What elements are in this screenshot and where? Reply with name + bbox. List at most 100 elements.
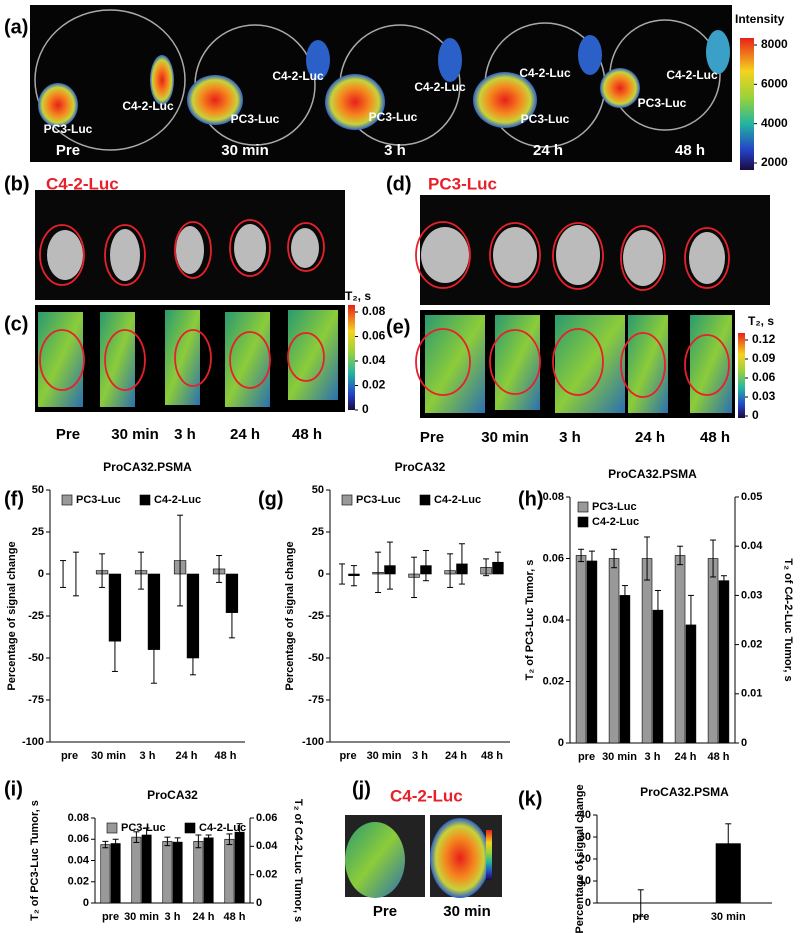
x-tick-label: pre	[632, 911, 649, 923]
time-label: 3 h	[384, 142, 406, 159]
panel-label: (a)	[4, 16, 28, 38]
legend-swatch	[139, 494, 151, 506]
chart-title: ProCA32.PSMA	[640, 785, 729, 799]
bar	[193, 841, 204, 904]
x-tick-label: 3 h	[140, 750, 156, 762]
y2-axis-label: T₂ of C4-2-Luc Tumor, s	[782, 558, 794, 681]
x-tick-label: 3 h	[645, 751, 661, 763]
x-tick-label: 48 h	[481, 750, 503, 762]
annotation: PC3-Luc	[369, 110, 418, 124]
legend-swatch	[106, 822, 118, 834]
y-axis-label: T₂ of PC3-Luc Tumor, s	[524, 560, 536, 681]
bar	[575, 555, 587, 744]
y-tick-label: 50	[32, 484, 44, 496]
time-label: Pre	[56, 426, 80, 443]
y2-tick-label: 0.02	[741, 639, 762, 651]
y-tick-label: 0	[38, 568, 44, 580]
x-tick-label: 24 h	[674, 751, 696, 763]
chart-title: ProCA32	[147, 788, 198, 802]
y-tick-label: 0.06	[543, 552, 564, 564]
panel-label: (j)	[352, 778, 371, 800]
legend-label: PC3-Luc	[592, 501, 637, 513]
time-label: 48 h	[675, 142, 705, 159]
legend-label: C4-2-Luc	[154, 494, 201, 506]
y-tick-label: 20	[579, 853, 591, 865]
panel-title: C4-2-Luc	[390, 786, 463, 805]
legend-label: PC3-Luc	[356, 494, 401, 506]
y2-tick-label: 0.06	[256, 812, 277, 824]
chart-title: ProCA32.PSMA	[103, 460, 192, 474]
legend-swatch	[577, 516, 589, 528]
y-tick-label: 0.06	[68, 833, 89, 845]
y-tick-label: 30	[579, 831, 591, 843]
x-tick-label: 30 min	[367, 750, 402, 762]
legend-label: C4-2-Luc	[199, 822, 246, 834]
overlay-signal	[430, 818, 490, 898]
legend-label: PC3-Luc	[76, 494, 121, 506]
colorbar	[486, 830, 492, 880]
bar	[162, 841, 173, 904]
colorbar-tick-label: 0.06	[362, 329, 386, 343]
bar	[641, 558, 653, 744]
colorbar-title: T₂, s	[748, 314, 774, 328]
bar	[203, 837, 214, 904]
time-label: 30 min	[481, 429, 529, 446]
y-axis-label: Percentage of signal change	[6, 541, 18, 690]
colorbar-tick-label: 4000	[761, 116, 788, 130]
x-tick-label: pre	[339, 750, 356, 762]
y-tick-label: 0	[558, 737, 564, 749]
panel-label: (h)	[518, 488, 544, 510]
roi-circles	[39, 219, 730, 398]
time-label: 24 h	[230, 426, 260, 443]
y-tick-label: -75	[308, 694, 324, 706]
y2-tick-label: 0.03	[741, 589, 762, 601]
legend-label: C4-2-Luc	[592, 516, 639, 528]
annotation: C4-2-Luc	[414, 80, 466, 94]
y2-tick-label: 0.04	[256, 840, 278, 852]
legend-swatch	[577, 501, 589, 513]
panel-label: (d)	[386, 173, 412, 195]
x-tick-label: 48 h	[223, 911, 245, 923]
colorbar-tick-label: 0.08	[362, 304, 386, 318]
panel-label: (i)	[4, 778, 23, 800]
time-label: 30 min	[221, 142, 269, 159]
panel-label: (k)	[518, 788, 542, 810]
y-tick-label: 10	[579, 875, 591, 887]
y-tick-label: 0.04	[68, 854, 90, 866]
time-label: 30 min	[443, 903, 491, 920]
y-tick-label: 25	[32, 526, 44, 538]
y-tick-label: 0.08	[68, 812, 89, 824]
colorbar-tick-label: 0	[362, 402, 369, 416]
time-label: 24 h	[533, 142, 563, 159]
panel-label: (b)	[4, 173, 30, 195]
tumor-signal	[38, 30, 730, 130]
panel-label: (f)	[4, 488, 24, 510]
y2-tick-label: 0.04	[741, 540, 763, 552]
annotation: C4-2-Luc	[666, 68, 718, 82]
annotation: C4-2-Luc	[519, 66, 571, 80]
x-tick-label: 3 h	[165, 911, 181, 923]
x-tick-label: 24 h	[445, 750, 467, 762]
overlay-signal	[345, 822, 405, 898]
y-tick-label: -50	[28, 652, 44, 664]
colorbar-tick-label: 2000	[761, 155, 788, 169]
colorbar-tick-label: 0	[752, 408, 759, 422]
legend-label: PC3-Luc	[121, 822, 166, 834]
x-tick-label: 30 min	[711, 911, 746, 923]
annotation: PC3-Luc	[521, 112, 570, 126]
y2-tick-label: 0.02	[256, 869, 277, 881]
x-tick-label: pre	[578, 751, 595, 763]
time-label: Pre	[56, 142, 80, 159]
bar	[100, 844, 111, 904]
legend-swatch	[61, 494, 73, 506]
y-tick-label: 0.02	[68, 876, 89, 888]
annotation: PC3-Luc	[44, 122, 93, 136]
panel-title: C4-2-Luc	[46, 174, 119, 193]
colorbar-title: T₂, s	[345, 289, 371, 303]
colorbar	[740, 38, 754, 170]
colorbar-tick-label: 0.03	[752, 389, 776, 403]
x-tick-label: 3 h	[412, 750, 428, 762]
annotation: PC3-Luc	[638, 96, 687, 110]
bar	[674, 555, 686, 744]
panel-label: (g)	[258, 488, 284, 510]
